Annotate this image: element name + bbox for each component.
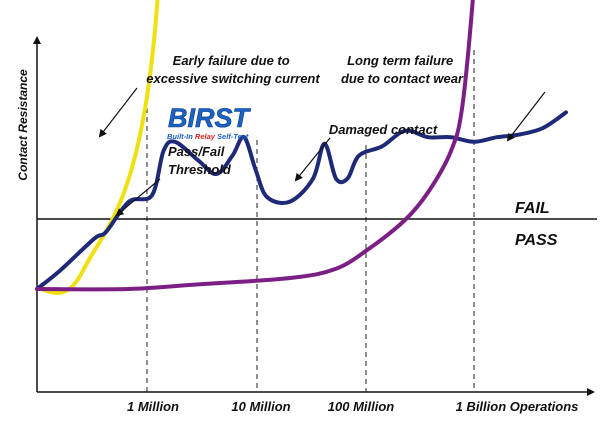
annotation-contact-wear-line1: Long term failure [347, 53, 453, 68]
arrow-threshold [115, 178, 161, 217]
annotation-arrows [98, 87, 546, 217]
x-tick-label: 1 Million [127, 399, 179, 414]
annotation-early-failure-line1: Early failure due to [173, 53, 290, 68]
x-tick-label: 100 Million [328, 399, 395, 414]
annotation-threshold-line1: Pass/Fail [168, 144, 225, 159]
pass-label: PASS [515, 232, 558, 249]
annotation-early-failure: Early failure due to excessive switching… [146, 53, 320, 86]
arrow-contact-wear [506, 91, 546, 142]
gridlines [146, 50, 475, 392]
annotation-contact-wear: Long term failure due to contact wear [341, 53, 464, 86]
annotation-threshold: Pass/Fail Threshold [168, 144, 232, 177]
annotation-damaged-contact: Damaged contact [329, 122, 438, 137]
annotation-threshold-line2: Threshold [168, 162, 232, 177]
y-axis-label: Contact Resistance [16, 69, 30, 181]
series-layer [35, 0, 568, 295]
annotation-early-failure-line2: excessive switching current [146, 71, 320, 86]
series-blue-damaged-contact [35, 110, 568, 291]
series-purple-contact-wear [35, 0, 475, 292]
logo-subtitle: Built-In Relay Self-Test [167, 132, 249, 141]
birst-logo: BIRST Built-In Relay Self-Test [167, 103, 252, 141]
fail-label: FAIL [515, 200, 550, 217]
arrow-damaged-contact [294, 137, 331, 182]
annotation-contact-wear-line2: due to contact wear [341, 71, 464, 86]
arrow-early-failure [98, 87, 138, 138]
x-tick-label: 1 Billion Operations [456, 399, 579, 414]
series-yellow-early-failure [35, 0, 160, 295]
logo-text: BIRST [168, 103, 252, 133]
x-tick-label: 10 Million [231, 399, 290, 414]
